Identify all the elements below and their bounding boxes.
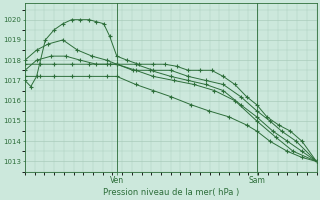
X-axis label: Pression niveau de la mer( hPa ): Pression niveau de la mer( hPa )	[103, 188, 239, 197]
